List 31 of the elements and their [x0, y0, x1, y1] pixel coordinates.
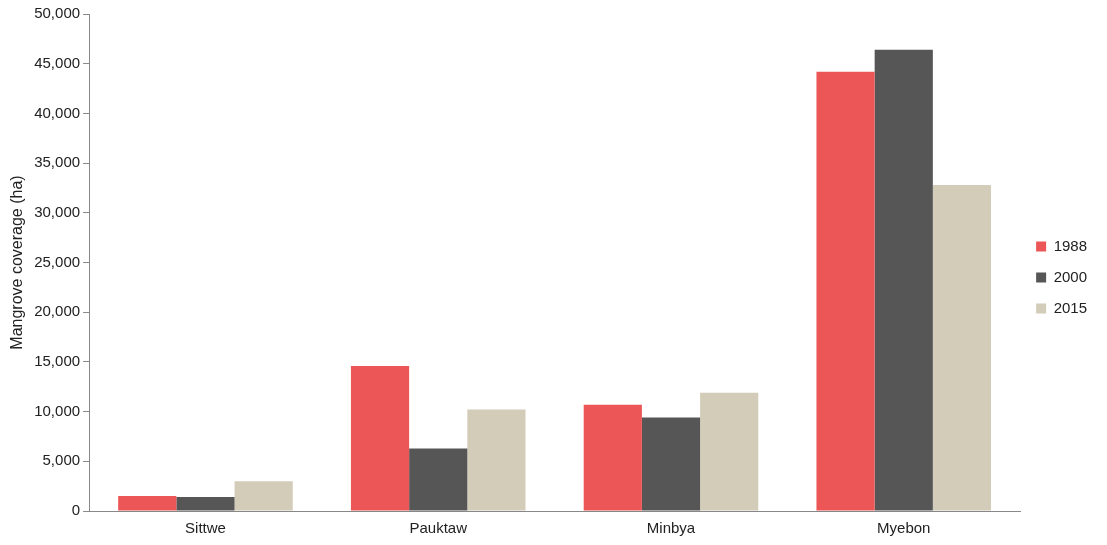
bar [118, 496, 177, 511]
legend-label: 1988 [1053, 236, 1088, 254]
y-tick-label: 20,000 [34, 302, 81, 320]
bar [583, 404, 642, 511]
y-tick-label: 30,000 [34, 202, 81, 220]
y-tick-label: 45,000 [34, 53, 81, 71]
y-tick-label: 50,000 [34, 4, 81, 22]
y-tick-label: 35,000 [34, 153, 81, 171]
y-tick-label: 10,000 [34, 401, 81, 419]
x-tick-label: Pauktaw [409, 519, 468, 537]
y-tick-label: 25,000 [34, 252, 81, 270]
legend-label: 2015 [1053, 298, 1088, 316]
legend-label: 2000 [1053, 267, 1088, 285]
y-tick-label: 15,000 [34, 352, 81, 370]
bar [350, 365, 410, 511]
bar [641, 417, 701, 511]
bar [409, 448, 468, 511]
bar [816, 71, 875, 511]
x-tick-label: Minbya [646, 519, 696, 537]
y-tick-label: 40,000 [34, 103, 81, 121]
bar [176, 497, 235, 511]
bar [874, 49, 933, 511]
y-tick-label: 5,000 [42, 451, 81, 469]
x-tick-label: Sittwe [185, 519, 226, 537]
y-tick-label: 0 [71, 501, 81, 519]
x-tick-label: Myebon [877, 519, 931, 537]
bar [932, 184, 992, 511]
bar [700, 392, 759, 511]
bar [467, 409, 526, 511]
y-axis-title: Mangrove coverage (ha) [8, 175, 26, 350]
bar [234, 481, 293, 511]
